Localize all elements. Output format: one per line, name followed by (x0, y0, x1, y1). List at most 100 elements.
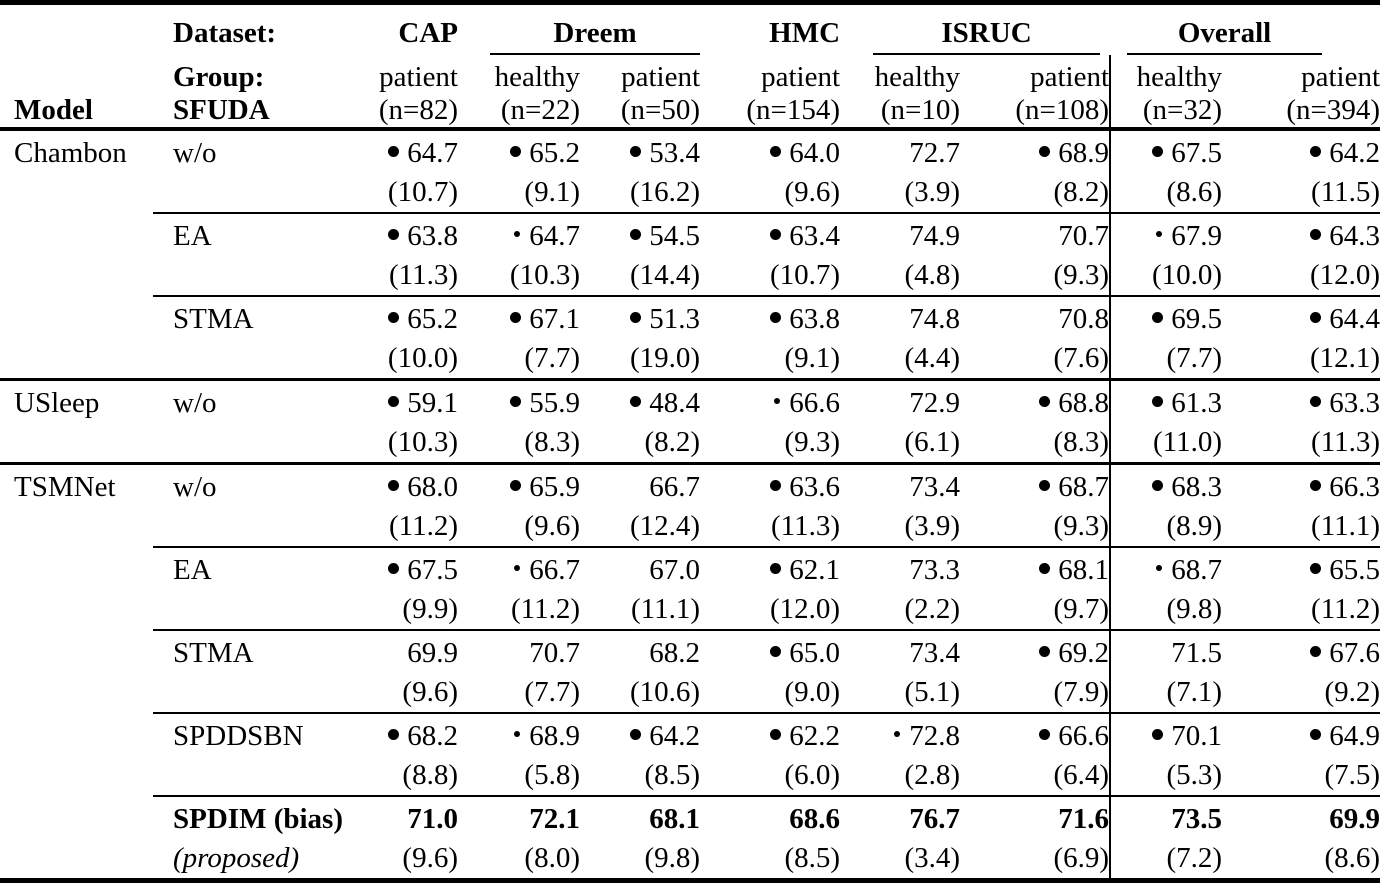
metric-sd: (8.6) (1324, 842, 1380, 874)
metric-value: 66.7 (649, 471, 701, 503)
metric-value-line: 76.7 (840, 797, 960, 839)
metric-value-line: 61.3 (1111, 381, 1222, 423)
metric-value-line: 67.5 (305, 548, 458, 590)
metric-sd: (8.6) (1166, 176, 1223, 208)
metric-value: 65.5 (1329, 554, 1380, 586)
metric-value: 67.1 (529, 303, 580, 335)
metric-value: 64.7 (529, 220, 580, 252)
table-row: STMA 69.9 (9.6) 70.7 (7.7) 68.2 (10.6) 65.0 (9.0… (0, 629, 1380, 713)
metric-value-line: 66.7 (458, 548, 580, 590)
metric-sd: (11.2) (389, 510, 458, 542)
sfuda-cell: SPDIM (bias) (proposed) (153, 795, 343, 881)
group-name: patient (621, 61, 701, 93)
dataset-label: Dataset: (173, 17, 277, 49)
metric-sd: (11.2) (511, 593, 580, 625)
metric-value-line: 67.6 (1222, 631, 1380, 673)
metric-sd: (6.0) (784, 759, 841, 791)
metric-value-line: 63.4 (700, 214, 840, 256)
metric-sd: (9.8) (1166, 593, 1223, 625)
metric-cell: 68.9 (5.8) (458, 712, 580, 796)
metric-value: 73.3 (909, 554, 961, 586)
metric-cell: 67.5 (9.9) (305, 546, 458, 630)
dataset-name: CAP (398, 17, 458, 49)
dataset-name: HMC (769, 17, 841, 49)
significance-dot-icon (510, 480, 522, 491)
metric-sd: (19.0) (629, 342, 701, 374)
sfuda-cell: STMA (153, 629, 305, 713)
metric-value: 74.9 (909, 220, 961, 252)
metric-sd: (11.2) (1311, 593, 1380, 625)
metric-value: 67.5 (1171, 137, 1223, 169)
metric-value-line: 66.7 (580, 465, 700, 507)
metric-value-line: 74.8 (840, 297, 960, 339)
metric-value: 66.7 (529, 554, 580, 586)
metric-value: 51.3 (649, 303, 701, 335)
small-dot-icon (894, 731, 901, 737)
sfuda-cell: w/o (153, 129, 305, 213)
metric-sd: (12.0) (769, 593, 841, 625)
group-name: patient (761, 61, 841, 93)
significance-dot-icon (630, 729, 642, 740)
metric-cell: 70.7 (7.7) (458, 629, 580, 713)
metric-sd: (12.0) (1309, 259, 1380, 291)
metric-sd: (8.5) (784, 842, 841, 874)
dataset-name: Dreem (490, 17, 701, 55)
metric-value-line: 68.2 (305, 714, 458, 756)
significance-dot-icon (1039, 480, 1051, 491)
metric-cell: 71.6 (6.9) (960, 795, 1111, 881)
metric-cell: 66.6 (9.3) (700, 378, 841, 464)
metric-value-line: 67.9 (1111, 214, 1222, 256)
metric-cell: 71.5 (7.1) (1109, 629, 1223, 713)
metric-sd: (8.8) (402, 759, 458, 791)
metric-value: 71.6 (1058, 803, 1110, 835)
sfuda-method-note: (proposed) (173, 842, 300, 874)
metric-value: 68.1 (1058, 554, 1110, 586)
metric-value: 64.2 (649, 720, 701, 752)
metric-value: 68.9 (529, 720, 580, 752)
metric-value-line: 63.8 (305, 214, 458, 256)
significance-dot-icon (630, 146, 642, 157)
table-row: Chambon w/o 64.7 (10.7) 65.2 (9.1) 53.4 (16.2) 6… (0, 129, 1380, 213)
subcolumn-header: patient (n=50) (580, 55, 701, 131)
significance-dot-icon (388, 480, 400, 491)
metric-cell: 70.7 (9.3) (960, 212, 1111, 296)
metric-cell: 70.8 (7.6) (960, 295, 1111, 380)
metric-cell: 67.0 (11.1) (580, 546, 701, 630)
metric-value: 69.9 (1329, 803, 1380, 835)
metric-cell: 72.9 (6.1) (840, 378, 961, 464)
metric-cell: 68.3 (8.9) (1109, 462, 1223, 547)
metric-value: 68.1 (649, 803, 701, 835)
significance-dot-icon (388, 729, 400, 740)
metric-sd: (2.2) (904, 593, 961, 625)
metric-sd: (9.6) (402, 676, 458, 708)
metric-value-line: 70.1 (1111, 714, 1222, 756)
table-row: USleep w/o 59.1 (10.3) 55.9 (8.3) 48.4 (8.2) 66.… (0, 378, 1380, 464)
metric-value-line: 64.3 (1222, 214, 1380, 256)
model-name: Chambon (14, 137, 127, 169)
metric-sd: (10.0) (1151, 259, 1223, 291)
metric-sd: (6.1) (904, 426, 961, 458)
metric-value-line: 64.7 (305, 131, 458, 173)
metric-value-line: 55.9 (458, 381, 580, 423)
significance-dot-icon (770, 480, 782, 491)
metric-value: 72.7 (909, 137, 961, 169)
metric-sd: (7.7) (524, 676, 580, 708)
metric-value-line: 65.2 (458, 131, 580, 173)
metric-value-line: 65.9 (458, 465, 580, 507)
metric-value-line: 72.1 (458, 797, 580, 839)
metric-cell: 66.3 (11.1) (1222, 462, 1380, 547)
metric-cell: 68.2 (10.6) (580, 629, 701, 713)
sfuda-cell: STMA (153, 295, 305, 380)
metric-value-line: 64.0 (700, 131, 840, 173)
metric-cell: 64.2 (11.5) (1222, 129, 1380, 213)
model-name: USleep (14, 387, 100, 419)
metric-cell: 53.4 (16.2) (580, 129, 700, 213)
sample-size: (n=32) (1142, 94, 1223, 126)
metric-cell: 68.7 (9.3) (960, 462, 1111, 547)
metric-cell: 68.0 (11.2) (305, 462, 458, 547)
dataset-header-dreem: Dreem (458, 3, 701, 55)
metric-value: 68.3 (1171, 471, 1223, 503)
metric-cell: 73.3 (2.2) (840, 546, 961, 630)
metric-sd: (9.9) (402, 593, 458, 625)
metric-value: 73.4 (909, 471, 961, 503)
